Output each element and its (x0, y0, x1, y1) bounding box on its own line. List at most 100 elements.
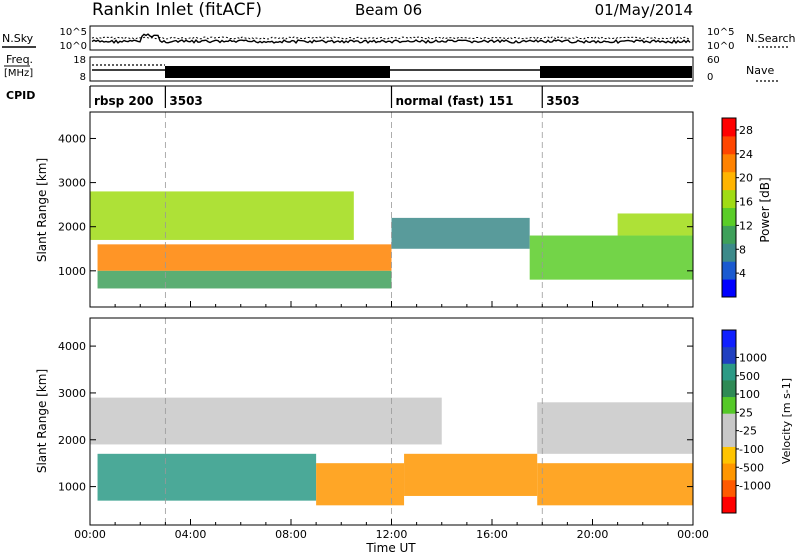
power-colorbar-swatch (722, 279, 736, 298)
power-colorbar-swatch (722, 153, 736, 173)
y-tick-label: 4000 (58, 340, 86, 353)
power-colorbar-swatch (722, 261, 736, 280)
power-colorbar-tick-label: 20 (739, 172, 753, 185)
noise-strip-frame (89, 25, 694, 51)
power-colorbar-swatch (722, 171, 736, 191)
cpid-segment-label: normal (fast) 151 (396, 94, 514, 108)
backscatter-band (404, 453, 538, 496)
nave-block-b (540, 66, 692, 78)
nsearch-label: N.Search (746, 32, 796, 45)
backscatter-band (391, 217, 530, 249)
velocity-panel: 1000 2000 3000 4000 Slant Range [km] -1000 -… (35, 317, 793, 526)
backscatter-band (97, 270, 392, 289)
freq-tick-high: 18 (73, 55, 86, 66)
velocity-colorbar-swatch (722, 429, 736, 447)
freq-strip-frame (89, 56, 694, 82)
power-colorbar-tick-label: 8 (739, 243, 746, 256)
date-label: 01/May/2014 (595, 1, 693, 19)
y-tick-label: 2000 (58, 434, 86, 447)
backscatter-band (90, 191, 354, 240)
station-title: Rankin Inlet (fitACF) (92, 0, 262, 20)
velocity-colorbar-swatch (722, 413, 736, 431)
y-tick-label: 1000 (58, 265, 86, 278)
freq-label: Freq. (6, 53, 33, 66)
noise-tick-high-right: 10^5 (707, 27, 734, 38)
freq-tick-low: 8 (80, 72, 86, 83)
backscatter-band (617, 213, 693, 236)
velocity-colorbar-swatch (722, 446, 736, 464)
freq-strip: Freq. [MHz] 18 8 60 0 Nave (4, 53, 778, 83)
nsky-label: N.Sky (2, 32, 34, 45)
velocity-colorbar-tick-label: 25 (739, 406, 753, 419)
time-tick-label: 04:00 (175, 528, 207, 541)
power-panel: 1000 2000 3000 4000 Slant Range [km] 4 8 12 16… (35, 111, 772, 308)
time-tick-label: 00:00 (74, 528, 106, 541)
power-colorbar-swatch (722, 225, 736, 244)
time-axis-label: Time UT (365, 541, 416, 554)
noise-tick-low-right: 10^0 (707, 41, 734, 52)
power-colorbar-tick-label: 28 (739, 124, 753, 137)
power-colorbar-label: Power [dB] (758, 177, 772, 242)
velocity-colorbar-swatch (722, 346, 736, 364)
backscatter-band (537, 402, 693, 454)
nsky-trace (91, 33, 691, 45)
velocity-colorbar-tick-label: -100 (739, 443, 764, 456)
y-tick-label: 3000 (58, 387, 86, 400)
noise-tick-low-left: 10^0 (60, 41, 87, 52)
velocity-colorbar-tick-label: -500 (739, 461, 764, 474)
power-colorbar-swatch (722, 207, 736, 226)
cpid-segment-label: 3503 (169, 94, 202, 108)
backscatter-band (97, 244, 392, 271)
velocity-colorbar-swatch (722, 379, 736, 398)
velocity-colorbar-swatch (722, 463, 736, 481)
power-colorbar-frame (721, 117, 737, 298)
backscatter-band (97, 453, 317, 501)
cpid-segment-label: rbsp 200 (94, 94, 153, 108)
power-ylabel: Slant Range [km] (35, 158, 49, 262)
velocity-colorbar-swatch (722, 363, 736, 381)
power-colorbar-tick-label: 12 (739, 219, 753, 232)
velocity-colorbar-swatch (722, 396, 736, 414)
time-tick-label: 16:00 (476, 528, 508, 541)
freq-unit-label: [MHz] (4, 68, 33, 79)
velocity-colorbar-tick-label: 100 (739, 388, 760, 401)
noise-tick-high-left: 10^5 (60, 27, 87, 38)
power-colorbar-tick-label: 4 (739, 267, 746, 280)
velocity-colorbar-frame (721, 329, 737, 514)
nave-tick-high: 60 (707, 55, 720, 66)
nave-tick-low: 0 (707, 72, 713, 83)
backscatter-band (537, 463, 693, 506)
backscatter-band (90, 397, 442, 445)
time-tick-label: 20:00 (577, 528, 609, 541)
time-tick-label: 08:00 (275, 528, 307, 541)
nsearch-trace (91, 36, 691, 40)
velocity-colorbar-tick-label: -1000 (739, 480, 771, 493)
velocity-colorbar-tick-label: 500 (739, 370, 760, 383)
velocity-colorbar-swatch (722, 496, 736, 514)
beam-label: Beam 06 (355, 1, 422, 19)
backscatter-band (316, 463, 405, 506)
y-tick-label: 1000 (58, 481, 86, 494)
power-colorbar-tick-label: 16 (739, 196, 753, 209)
y-tick-label: 3000 (58, 177, 86, 190)
nave-label: Nave (746, 64, 774, 77)
velocity-colorbar-tick-label: 1000 (739, 351, 767, 364)
power-colorbar-swatch (722, 243, 736, 262)
velocity-colorbar-label: Velocity [m s-1] (780, 378, 793, 464)
velocity-ylabel: Slant Range [km] (35, 369, 49, 473)
power-colorbar-swatch (722, 118, 736, 137)
power-colorbar-swatch (722, 189, 736, 208)
velocity-colorbar-swatch (722, 330, 736, 348)
power-colorbar-swatch (722, 135, 736, 155)
velocity-colorbar-tick-label: -25 (739, 425, 757, 438)
nave-block-a (165, 66, 390, 78)
noise-strip: N.Sky N.Search 10^5 10^0 10^5 10^0 (2, 25, 796, 52)
velocity-colorbar-swatch (722, 479, 736, 497)
cpid-segment-label: 3503 (546, 94, 579, 108)
time-tick-label: 00:00 (677, 528, 709, 541)
power-colorbar-tick-label: 24 (739, 148, 753, 161)
y-tick-label: 2000 (58, 221, 86, 234)
backscatter-band (529, 235, 693, 280)
cpid-label: CPID (6, 89, 35, 102)
